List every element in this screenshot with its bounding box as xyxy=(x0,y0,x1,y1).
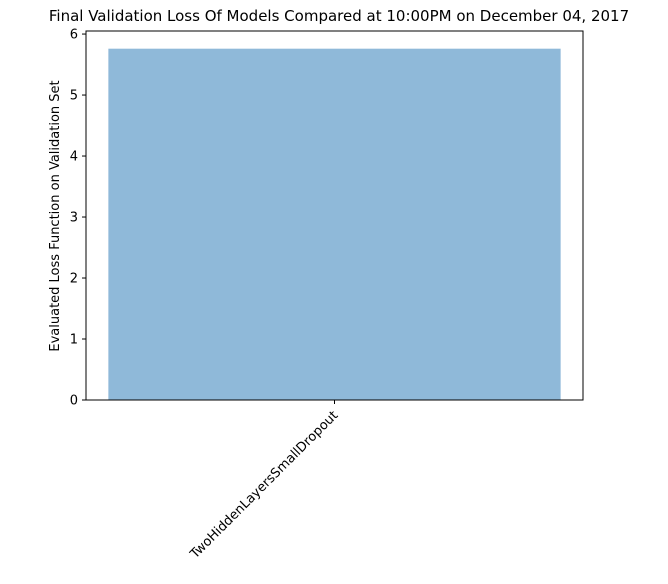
y-axis-label: Evaluated Loss Function on Validation Se… xyxy=(48,80,63,351)
x-tick-label-0: TwoHiddenLayersSmallDropout xyxy=(187,408,341,562)
y-tick-label-0: 0 xyxy=(70,394,78,409)
y-tick-label-1: 1 xyxy=(70,333,78,348)
chart-title: Final Validation Loss Of Models Compared… xyxy=(49,7,629,25)
y-tick-label-5: 5 xyxy=(70,89,78,104)
y-tick-label-4: 4 xyxy=(70,150,78,165)
y-tick-label-2: 2 xyxy=(70,272,78,287)
bar-0 xyxy=(108,48,561,401)
y-tick-label-6: 6 xyxy=(70,28,78,43)
y-tick-label-3: 3 xyxy=(70,211,78,226)
plot-area: 0 1 2 3 4 5 6 TwoHiddenLayersSmallDropout xyxy=(70,28,584,563)
